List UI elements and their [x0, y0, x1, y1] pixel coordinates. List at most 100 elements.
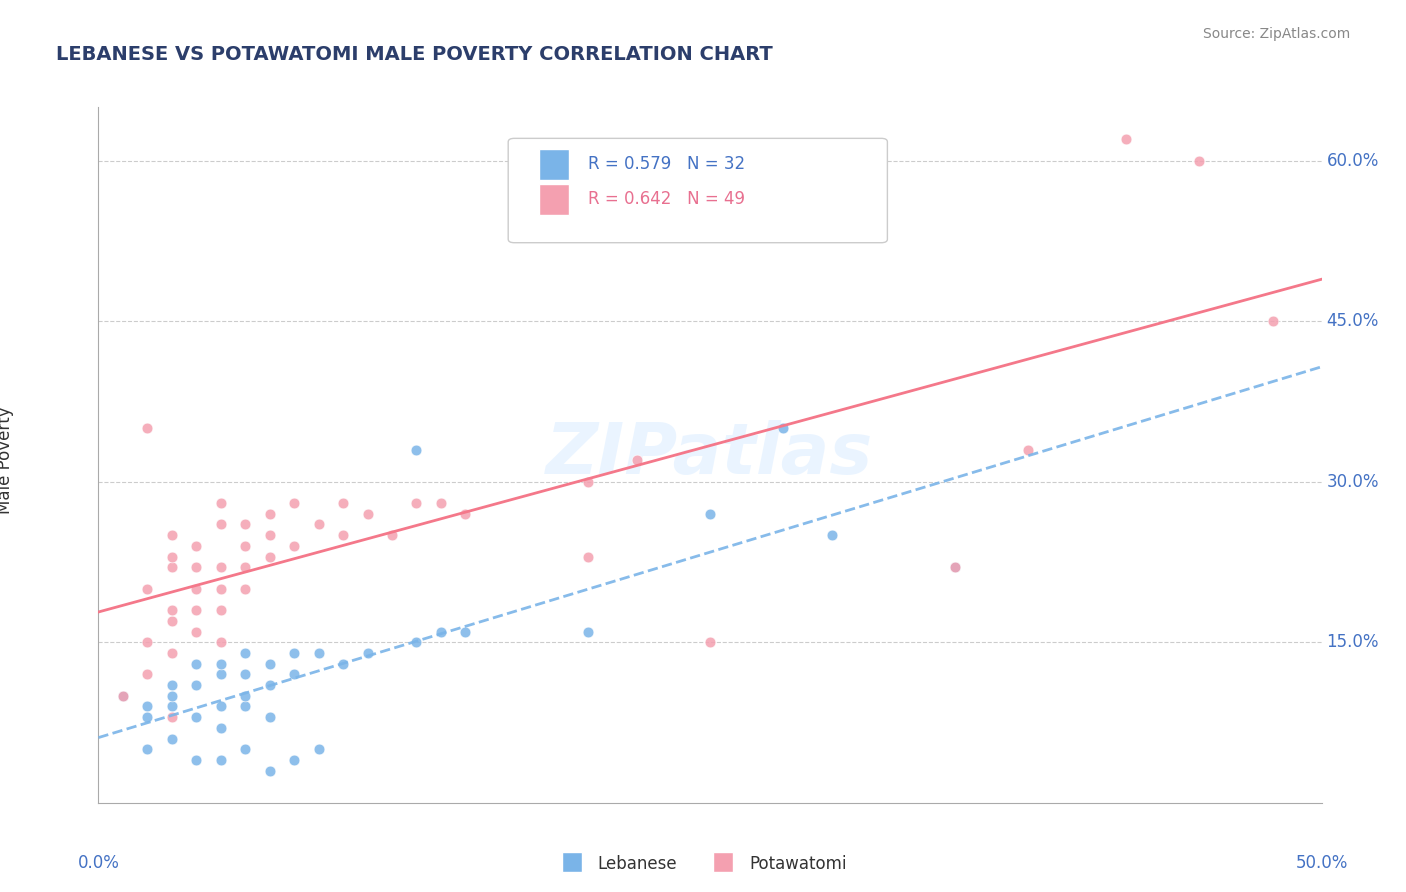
Point: [136, 699, 159, 714]
Point: [772, 421, 794, 435]
Point: [332, 528, 354, 542]
Point: [160, 731, 183, 746]
Point: [233, 667, 256, 681]
Point: [209, 635, 232, 649]
Point: [136, 742, 159, 756]
Point: [186, 560, 208, 574]
Point: [308, 517, 330, 532]
Point: [699, 507, 721, 521]
Point: [186, 624, 208, 639]
Point: [209, 667, 232, 681]
Point: [136, 582, 159, 596]
Point: [209, 699, 232, 714]
Point: [356, 507, 378, 521]
Point: [405, 442, 427, 457]
Point: [1115, 132, 1137, 146]
Point: [576, 624, 599, 639]
Point: [209, 753, 232, 767]
Point: [160, 710, 183, 724]
Text: 45.0%: 45.0%: [1326, 312, 1379, 330]
Point: [186, 603, 208, 617]
Point: [1188, 153, 1211, 168]
Legend: Lebanese, Potawatomi: Lebanese, Potawatomi: [553, 848, 853, 880]
Point: [233, 699, 256, 714]
Point: [160, 549, 183, 564]
Point: [160, 603, 183, 617]
Point: [136, 421, 159, 435]
Point: [332, 496, 354, 510]
Point: [430, 496, 453, 510]
Point: [186, 582, 208, 596]
Point: [233, 689, 256, 703]
Point: [405, 496, 427, 510]
Point: [160, 528, 183, 542]
Point: [209, 496, 232, 510]
Point: [186, 539, 208, 553]
Point: [186, 657, 208, 671]
Point: [233, 742, 256, 756]
FancyBboxPatch shape: [508, 138, 887, 243]
Text: 0.0%: 0.0%: [77, 855, 120, 872]
Point: [233, 582, 256, 596]
Point: [233, 560, 256, 574]
Point: [259, 764, 281, 778]
Point: [381, 528, 404, 542]
Point: [209, 582, 232, 596]
Text: 15.0%: 15.0%: [1326, 633, 1379, 651]
Point: [209, 657, 232, 671]
Point: [308, 742, 330, 756]
Text: LEBANESE VS POTAWATOMI MALE POVERTY CORRELATION CHART: LEBANESE VS POTAWATOMI MALE POVERTY CORR…: [56, 45, 773, 63]
Point: [308, 646, 330, 660]
Point: [283, 646, 305, 660]
Point: [943, 560, 966, 574]
Point: [1261, 314, 1284, 328]
Point: [160, 614, 183, 628]
Point: [1017, 442, 1039, 457]
Point: [283, 667, 305, 681]
Text: 50.0%: 50.0%: [1295, 855, 1348, 872]
Point: [259, 549, 281, 564]
FancyBboxPatch shape: [538, 149, 569, 180]
Point: [283, 753, 305, 767]
Point: [111, 689, 134, 703]
Point: [356, 646, 378, 660]
Point: [430, 624, 453, 639]
Point: [136, 667, 159, 681]
Point: [111, 689, 134, 703]
Point: [209, 517, 232, 532]
Text: 30.0%: 30.0%: [1326, 473, 1379, 491]
Point: [283, 496, 305, 510]
Point: [209, 560, 232, 574]
Text: R = 0.642   N = 49: R = 0.642 N = 49: [588, 190, 745, 208]
Point: [233, 539, 256, 553]
Point: [160, 699, 183, 714]
FancyBboxPatch shape: [538, 184, 569, 215]
Point: [136, 710, 159, 724]
Point: [186, 678, 208, 692]
Point: [576, 549, 599, 564]
Point: [626, 453, 648, 467]
Text: ZIPatlas: ZIPatlas: [547, 420, 873, 490]
Text: R = 0.579   N = 32: R = 0.579 N = 32: [588, 155, 745, 173]
Point: [283, 539, 305, 553]
Point: [160, 646, 183, 660]
Point: [259, 507, 281, 521]
Point: [209, 721, 232, 735]
Point: [576, 475, 599, 489]
Point: [160, 678, 183, 692]
Point: [259, 528, 281, 542]
Point: [186, 710, 208, 724]
Text: 60.0%: 60.0%: [1326, 152, 1379, 169]
Point: [259, 657, 281, 671]
Point: [233, 646, 256, 660]
Point: [943, 560, 966, 574]
Point: [186, 753, 208, 767]
Point: [454, 624, 477, 639]
Point: [209, 603, 232, 617]
Text: Source: ZipAtlas.com: Source: ZipAtlas.com: [1202, 27, 1350, 41]
Point: [136, 635, 159, 649]
Point: [233, 517, 256, 532]
Text: Male Poverty: Male Poverty: [0, 407, 14, 514]
Point: [160, 560, 183, 574]
Point: [332, 657, 354, 671]
